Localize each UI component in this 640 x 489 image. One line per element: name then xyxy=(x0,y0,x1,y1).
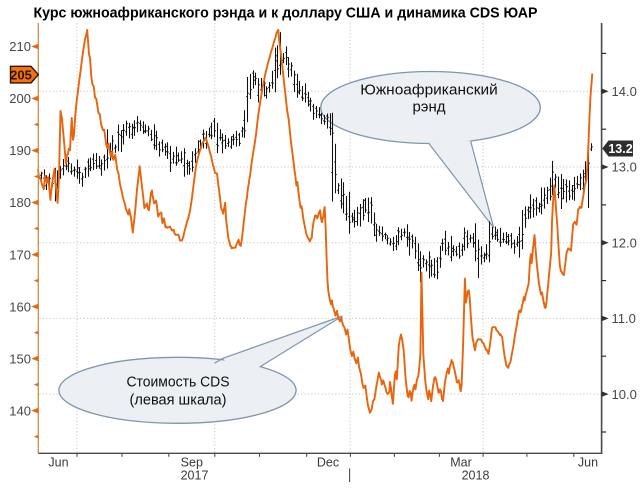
svg-text:Стоимость CDS: Стоимость CDS xyxy=(127,374,230,391)
svg-text:Dec: Dec xyxy=(317,456,339,470)
svg-text:Sep: Sep xyxy=(181,456,203,470)
svg-text:13.2: 13.2 xyxy=(608,142,632,156)
svg-text:160: 160 xyxy=(9,299,31,314)
svg-text:Jun: Jun xyxy=(48,456,68,470)
svg-text:2018: 2018 xyxy=(462,469,490,483)
svg-text:12.0: 12.0 xyxy=(612,235,637,250)
svg-text:10.0: 10.0 xyxy=(612,387,637,402)
svg-text:(левая шкала): (левая шкала) xyxy=(130,392,227,409)
svg-text:180: 180 xyxy=(9,195,31,210)
svg-text:рэнд: рэнд xyxy=(412,98,445,115)
svg-text:200: 200 xyxy=(9,91,31,106)
svg-text:150: 150 xyxy=(9,351,31,366)
svg-text:205: 205 xyxy=(10,67,32,82)
svg-text:Jun: Jun xyxy=(578,456,598,470)
svg-text:11.0: 11.0 xyxy=(612,311,636,326)
svg-text:14.0: 14.0 xyxy=(612,84,637,99)
svg-text:Южноафриканский: Южноафриканский xyxy=(360,81,498,98)
svg-text:210: 210 xyxy=(9,39,31,54)
svg-text:190: 190 xyxy=(9,143,31,158)
svg-text:2017: 2017 xyxy=(181,469,209,483)
svg-text:170: 170 xyxy=(9,247,31,262)
svg-text:140: 140 xyxy=(9,403,31,418)
svg-text:13.0: 13.0 xyxy=(612,160,637,175)
svg-text:Mar: Mar xyxy=(450,456,472,470)
svg-text:Курс южноафриканского рэнда и: Курс южноафриканского рэнда и к доллару … xyxy=(34,5,538,22)
